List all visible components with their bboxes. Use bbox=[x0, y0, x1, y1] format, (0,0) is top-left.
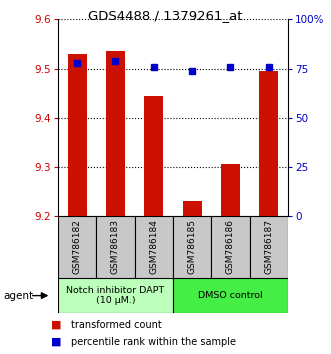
Text: GSM786186: GSM786186 bbox=[226, 219, 235, 274]
Bar bbox=[221, 164, 240, 216]
Bar bbox=[250, 216, 288, 278]
Text: percentile rank within the sample: percentile rank within the sample bbox=[71, 337, 236, 347]
Bar bbox=[58, 278, 173, 313]
Text: GSM786184: GSM786184 bbox=[149, 219, 158, 274]
Text: GSM786182: GSM786182 bbox=[72, 219, 82, 274]
Bar bbox=[182, 201, 202, 216]
Text: GSM786185: GSM786185 bbox=[188, 219, 197, 274]
Bar bbox=[135, 216, 173, 278]
Bar bbox=[259, 71, 278, 216]
Text: GDS4488 / 1379261_at: GDS4488 / 1379261_at bbox=[88, 9, 243, 22]
Bar bbox=[211, 216, 250, 278]
Text: Notch inhibitor DAPT
(10 μM.): Notch inhibitor DAPT (10 μM.) bbox=[66, 286, 165, 305]
Text: agent: agent bbox=[3, 291, 33, 301]
Bar bbox=[144, 96, 164, 216]
Text: ■: ■ bbox=[51, 320, 62, 330]
Bar bbox=[106, 51, 125, 216]
Text: GSM786187: GSM786187 bbox=[264, 219, 273, 274]
Text: GSM786183: GSM786183 bbox=[111, 219, 120, 274]
Bar bbox=[173, 216, 211, 278]
Bar bbox=[173, 278, 288, 313]
Text: ■: ■ bbox=[51, 337, 62, 347]
Bar bbox=[68, 54, 87, 216]
Text: transformed count: transformed count bbox=[71, 320, 162, 330]
Bar bbox=[96, 216, 135, 278]
Bar bbox=[58, 216, 96, 278]
Text: DMSO control: DMSO control bbox=[198, 291, 263, 300]
